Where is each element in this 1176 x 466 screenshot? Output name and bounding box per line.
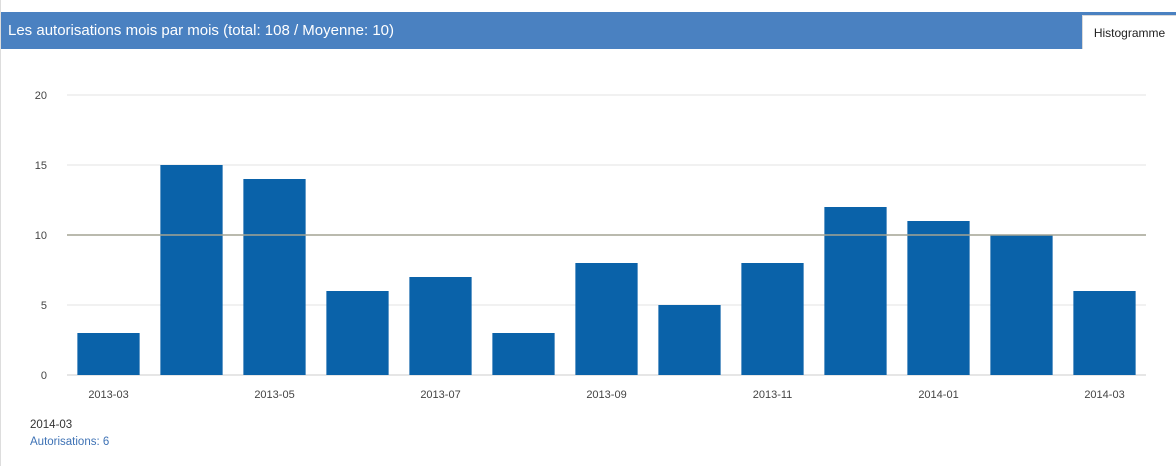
x-tick-label: 2013-03 [88,389,128,401]
bar [907,221,970,375]
x-tick-label: 2013-11 [753,389,793,401]
x-tick-label: 2014-01 [918,389,958,401]
y-tick-label: 0 [41,370,47,382]
y-tick-label: 10 [35,230,47,242]
tooltip-date: 2014-03 [30,419,73,431]
bar [741,263,804,375]
x-tick-label: 2013-05 [254,389,294,401]
bar [409,277,472,375]
x-tick-label: 2013-07 [420,389,460,401]
y-tick-label: 5 [41,300,47,312]
bar [824,207,887,375]
bar [1073,291,1136,375]
bar [575,263,638,375]
bar [243,179,306,375]
x-tick-label: 2013-09 [586,389,626,401]
x-tick-label: 2014-03 [1084,389,1124,401]
panel-title: Les autorisations mois par mois (total: … [8,22,395,39]
panel-header: Les autorisations mois par mois (total: … [1,12,1176,49]
bar [492,333,555,375]
tooltip-value: Autorisations: 6 [30,436,110,448]
y-tick-label: 20 [35,90,47,102]
y-tick-label: 15 [35,160,47,172]
bar-chart: 0 5 10 15 20 2013-03 2013-05 2013-07 2013-09 201… [35,90,1146,401]
bar [990,235,1053,375]
bar [77,333,140,375]
bar [326,291,389,375]
bar [160,165,223,375]
bar [658,305,721,375]
tab-histogramme[interactable]: Histogramme [1082,15,1176,49]
